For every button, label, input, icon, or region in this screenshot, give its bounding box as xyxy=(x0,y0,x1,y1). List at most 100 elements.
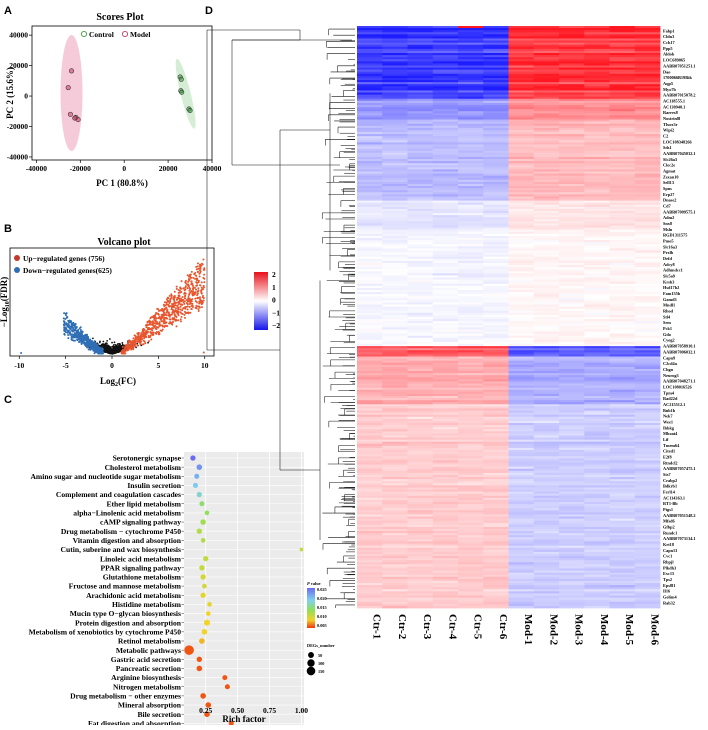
volcano-point-down xyxy=(89,341,91,343)
volcano-point-up xyxy=(144,342,146,344)
volcano-point-up xyxy=(201,306,203,308)
volcano-point-up xyxy=(168,305,170,307)
pca-point-model xyxy=(68,112,72,116)
legend-up-marker xyxy=(14,255,20,261)
volcano-point-up xyxy=(175,304,177,306)
volcano-point-up xyxy=(184,300,186,302)
volcano-point-up xyxy=(163,326,165,328)
volcano-point-ns xyxy=(114,341,116,343)
volcano-point-down xyxy=(89,345,91,347)
size-legend-title: DEGs_number xyxy=(307,643,335,648)
volcano-point-up xyxy=(173,300,175,302)
pathway-term-label: Pancreatic secretion xyxy=(116,664,182,673)
legend-model-label: Model xyxy=(130,30,150,39)
volcano-point-up xyxy=(151,327,153,329)
volcano-point-up xyxy=(140,338,142,340)
volcano-point-up xyxy=(132,348,134,350)
volcano-point-up xyxy=(195,289,197,291)
volcano-point-up xyxy=(178,311,180,313)
volcano-point-down xyxy=(80,331,82,333)
enrichment-point xyxy=(197,529,202,534)
volcano-point-up xyxy=(168,313,170,315)
volcano-point-ns xyxy=(108,350,110,352)
pathway-term-label: Drug metabolism − other enzymes xyxy=(70,692,181,701)
volcano-point-up xyxy=(187,283,189,285)
volcano-point-up xyxy=(151,329,153,331)
enrichment-point xyxy=(197,492,202,497)
volcano-point-down xyxy=(81,339,83,341)
volcano-point-up xyxy=(143,337,145,339)
volcano-point-down xyxy=(74,333,76,335)
volcano-point-up xyxy=(160,318,162,320)
legend-control-marker xyxy=(81,31,86,36)
volcano-point-up xyxy=(197,291,199,293)
volcano-point-down xyxy=(64,334,66,336)
volcano-point-up xyxy=(177,319,179,321)
volcano-point-down xyxy=(69,331,71,333)
volcano-point-down xyxy=(73,335,75,337)
volcano-point-ns xyxy=(106,342,108,344)
volcano-point-up xyxy=(173,310,175,312)
volcano-point-ns xyxy=(102,341,104,343)
enrichment-point xyxy=(300,548,304,552)
panel-a-xlabel: PC 1 (80.8%) xyxy=(96,178,148,188)
pathway-term-label: Metabolism of xenobiotics by cytochrome … xyxy=(29,627,182,636)
enrichment-point xyxy=(197,657,202,662)
volcano-point-up xyxy=(189,288,191,290)
volcano-point-up xyxy=(195,281,197,283)
pvalue-tick-label: 0.020 xyxy=(317,596,327,601)
x-tick-label: -10 xyxy=(14,361,24,370)
volcano-point-down xyxy=(102,348,104,350)
volcano-point-up xyxy=(190,283,192,285)
volcano-point-up xyxy=(147,321,149,323)
volcano-point-up xyxy=(193,273,195,275)
volcano-point-up xyxy=(199,302,201,304)
volcano-point-up xyxy=(180,306,182,308)
volcano-point-up xyxy=(192,293,194,295)
enrichment-point xyxy=(222,675,227,680)
volcano-point-up xyxy=(166,310,168,312)
volcano-point-up xyxy=(195,307,197,309)
volcano-point-up xyxy=(159,309,161,311)
volcano-point-ns xyxy=(109,338,111,340)
volcano-point-up xyxy=(203,297,205,299)
volcano-point-up xyxy=(198,280,200,282)
panel-b-xlabel: Log2(FC) xyxy=(100,376,136,388)
volcano-point-ns xyxy=(118,345,120,347)
enrichment-point xyxy=(205,511,210,516)
volcano-point-up xyxy=(141,334,143,336)
panel-a-ellipses xyxy=(61,35,200,151)
enrichment-point xyxy=(200,593,205,598)
volcano-point-up xyxy=(175,315,177,317)
volcano-point-up xyxy=(178,304,180,306)
volcano-point-down xyxy=(65,329,67,331)
volcano-point-up xyxy=(177,308,179,310)
volcano-point-up xyxy=(189,274,191,276)
volcano-point-up xyxy=(151,331,153,333)
volcano-point-up xyxy=(128,346,130,348)
volcano-point-down xyxy=(102,352,104,354)
volcano-point-up xyxy=(190,277,192,279)
volcano-point-up xyxy=(187,287,189,289)
volcano-point-ns xyxy=(102,343,104,345)
volcano-point-up xyxy=(132,346,134,348)
volcano-point-up xyxy=(176,288,178,290)
volcano-point-up xyxy=(145,330,147,332)
volcano-point-ns xyxy=(92,337,94,339)
volcano-point-ns xyxy=(105,348,107,350)
volcano-point-up xyxy=(184,314,186,316)
enrichment-point xyxy=(202,584,207,589)
volcano-point-down xyxy=(94,340,96,342)
volcano-point-down xyxy=(85,339,87,341)
size-legend-label: 100 xyxy=(318,661,324,666)
volcano-point-up xyxy=(181,309,183,311)
volcano-point-up xyxy=(183,307,185,309)
volcano-point-up xyxy=(187,299,189,301)
volcano-point-up xyxy=(197,262,199,264)
volcano-point-up xyxy=(121,352,123,354)
volcano-point-down xyxy=(20,352,22,354)
